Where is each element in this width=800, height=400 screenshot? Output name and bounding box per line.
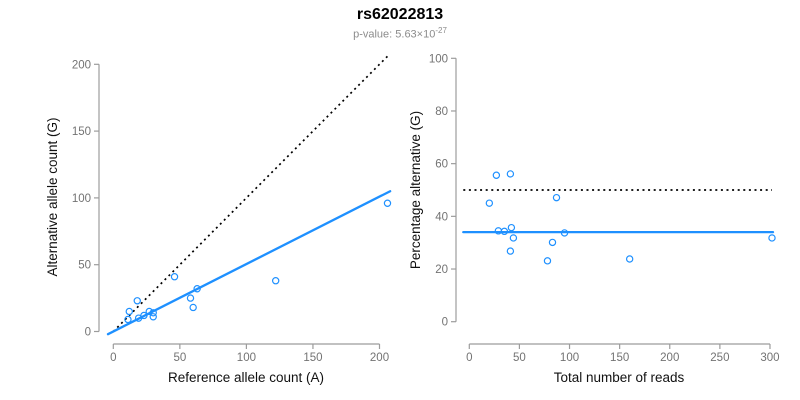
plot-allele-counts-plot: 0 50 100 150 200 0 50 100 150 200 Reference allele… — [45, 54, 392, 385]
data-point — [186, 294, 195, 302]
identity-line — [112, 54, 390, 333]
plot-percentage-alternative-plot: 0 50 100 150 200 250 300 0 20 40 60 80 100 Total numb… — [408, 53, 780, 385]
y-tick-label: 20 — [435, 264, 448, 276]
data-point — [193, 285, 201, 293]
data-point — [485, 199, 494, 207]
data-point — [507, 223, 516, 232]
y-tick-label: 200 — [72, 59, 91, 71]
data-point — [189, 303, 197, 312]
y-tick-label: 100 — [72, 193, 91, 205]
x-tick-label: 0 — [466, 352, 472, 364]
data-point — [271, 277, 280, 285]
y-tick-label: 40 — [435, 211, 448, 223]
data-point — [170, 273, 179, 281]
p-value-exponent: -27 — [435, 26, 447, 35]
x-tick-label: 300 — [760, 352, 779, 364]
y-tick-label: 60 — [435, 159, 448, 171]
data-point — [768, 234, 776, 242]
x-tick-label: 150 — [303, 352, 322, 364]
data-point — [125, 307, 133, 316]
x-tick-label: 50 — [173, 352, 186, 364]
data-point — [500, 227, 509, 236]
y-tick-label: 100 — [429, 53, 448, 65]
x-axis-title: Reference allele count (A) — [168, 370, 324, 385]
y-tick-label: 50 — [78, 260, 91, 272]
x-tick-label: 50 — [513, 352, 526, 364]
data-point — [509, 234, 518, 242]
x-tick-label: 100 — [237, 352, 256, 364]
p-value-label: p-value: 5.63×10 — [353, 28, 436, 41]
x-tick-label: 100 — [560, 352, 579, 364]
data-point — [149, 313, 157, 321]
y-tick-label: 0 — [442, 317, 448, 329]
x-tick-label: 250 — [710, 352, 729, 364]
data-point — [149, 309, 157, 317]
data-point — [543, 257, 552, 265]
y-tick-label: 0 — [85, 327, 91, 339]
data-point — [506, 170, 515, 178]
data-point — [140, 311, 148, 320]
x-axis-title: Total number of reads — [554, 370, 685, 385]
y-axis-title: Percentage alternative (G) — [408, 111, 423, 269]
y-tick-label: 80 — [435, 106, 448, 118]
data-point — [506, 247, 515, 255]
data-point — [124, 315, 132, 324]
data-point — [560, 229, 569, 237]
y-axis-title: Alternative allele count (G) — [45, 117, 60, 276]
x-tick-label: 200 — [660, 352, 679, 364]
x-tick-label: 150 — [610, 352, 629, 364]
x-tick-label: 200 — [370, 352, 389, 364]
x-tick-label: 0 — [110, 352, 116, 364]
data-point — [492, 171, 501, 179]
data-point — [383, 199, 392, 207]
data-point — [552, 193, 561, 202]
data-point — [145, 307, 153, 316]
p-value-subtitle: p-value: 5.63×10-27 — [0, 26, 800, 41]
data-point — [625, 255, 634, 263]
y-tick-label: 150 — [72, 126, 91, 138]
page-title: rs62022813 — [356, 6, 444, 23]
data-point — [133, 297, 141, 305]
data-point — [548, 238, 557, 247]
